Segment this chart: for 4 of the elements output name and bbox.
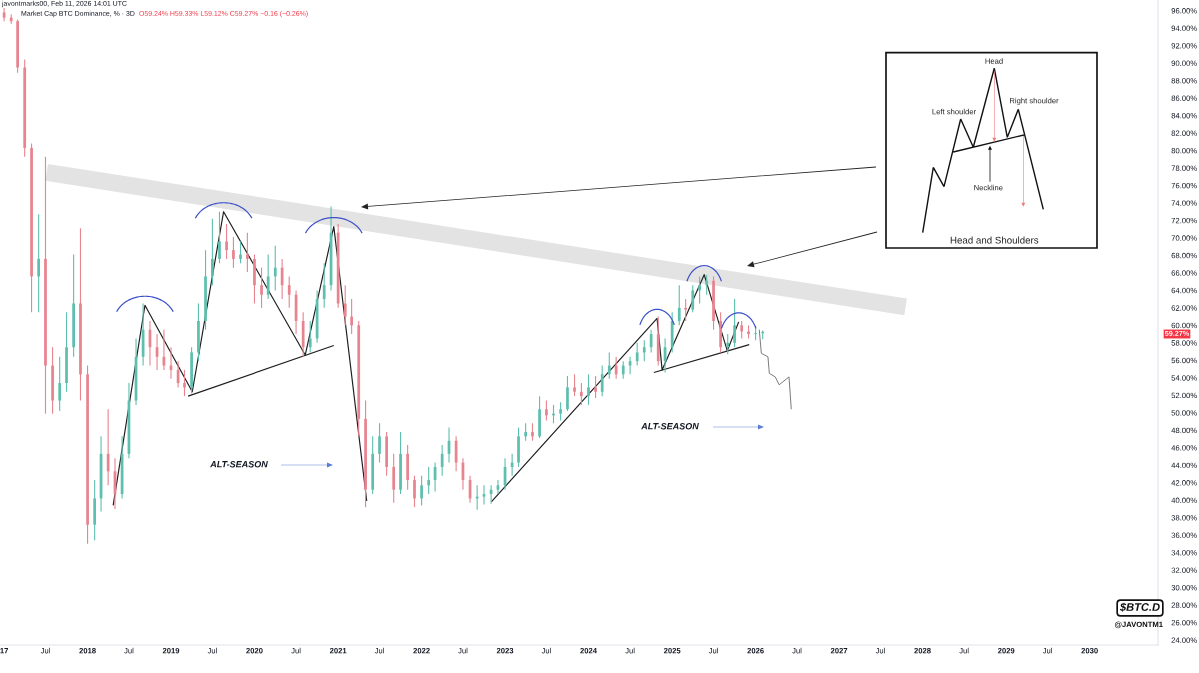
- annotation: $BTC.D: [1119, 602, 1160, 612]
- annotation: Head and Shoulders: [950, 236, 1039, 244]
- annotation: ALT-SEASON: [641, 423, 699, 430]
- annotation: ALT-SEASON: [210, 461, 268, 468]
